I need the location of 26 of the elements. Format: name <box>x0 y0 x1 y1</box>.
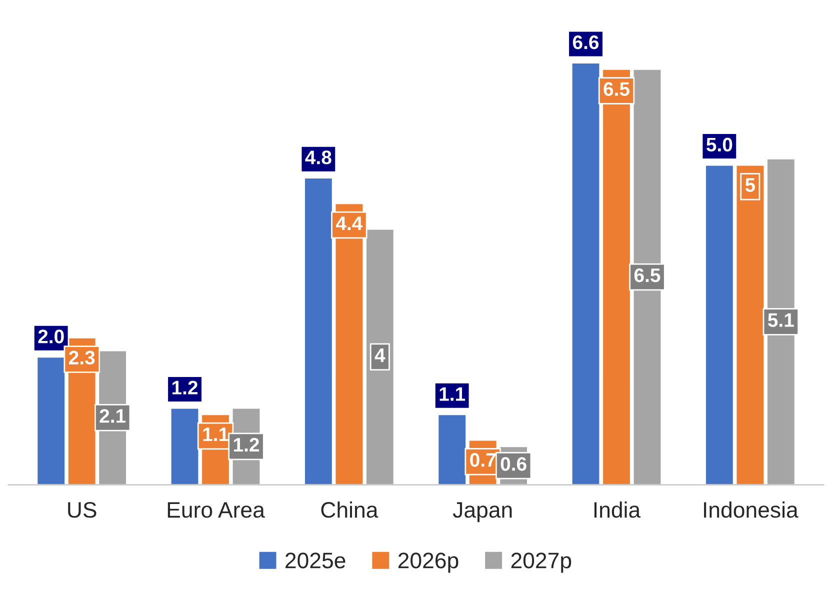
x-tick-label: Euro Area <box>168 502 265 518</box>
data-label: 2.0 <box>38 330 64 344</box>
data-label: 4 <box>374 348 386 362</box>
data-label: 0.6 <box>500 457 526 471</box>
x-tick-label: Indonesia <box>704 501 798 518</box>
data-label: 6.6 <box>572 35 599 50</box>
legend-label: 2026p <box>398 552 458 573</box>
x-tick-label: India <box>594 501 641 518</box>
x-tick-label: Japan <box>452 502 512 522</box>
x-tick-label: China <box>321 501 378 518</box>
x-tick-label: US <box>68 502 96 518</box>
data-label: 5.0 <box>706 138 732 152</box>
data-label: 4.4 <box>336 216 363 230</box>
legend-label: 2027p <box>511 552 572 573</box>
data-label: 1.2 <box>234 438 259 452</box>
data-label: 6.5 <box>634 268 660 282</box>
data-label: 6.5 <box>604 82 630 96</box>
data-label: 1.2 <box>172 380 198 394</box>
legend-label: 2025e <box>286 552 346 568</box>
data-label: 2.1 <box>100 409 126 423</box>
data-label: 1.1 <box>203 428 228 442</box>
data-label: 1.1 <box>440 387 466 401</box>
data-label: 4.8 <box>305 150 332 164</box>
data-label: 5.1 <box>768 313 794 327</box>
data-label: 5 <box>745 178 756 192</box>
data-label: 2.3 <box>68 350 95 365</box>
